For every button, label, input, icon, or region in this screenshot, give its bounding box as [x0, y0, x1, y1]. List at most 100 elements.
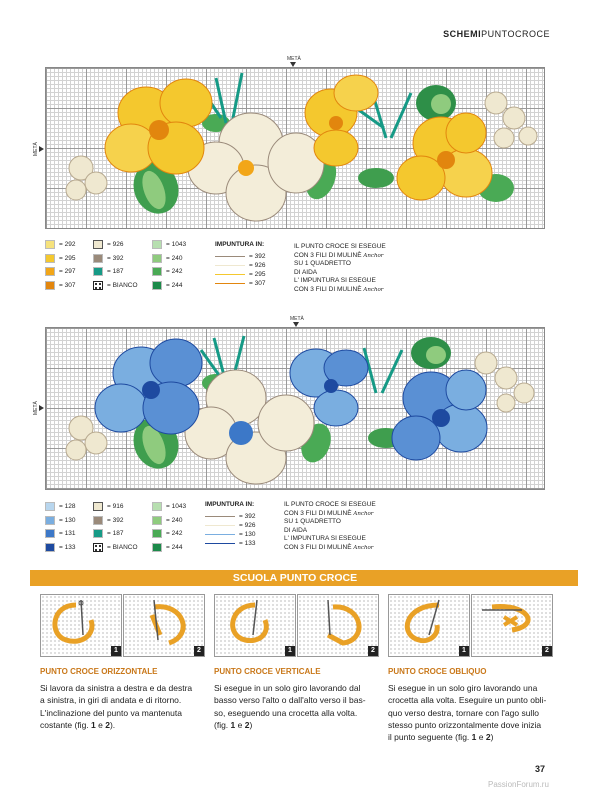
note-line: CON 3 FILI DI MULINÈ Anchor [294, 285, 384, 293]
backstitch-row: = 392 [215, 252, 265, 261]
note-line: L' IMPUNTURA SI ESEGUE [294, 277, 376, 285]
backstitch-row: = 926 [215, 261, 265, 270]
stitch-diagram-icon [482, 604, 531, 633]
note-line: SU 1 QUADRETTO [284, 518, 341, 526]
figure-ref: 1 [91, 719, 96, 730]
backstitch-label: = 926 [239, 522, 256, 529]
chart2-note: IL PUNTO CROCE SI ESEGUE CON 3 FILI DI M… [284, 501, 376, 553]
legend-label: = 1043 [166, 241, 187, 249]
note-line: SU 1 QUADRETTO [294, 260, 351, 268]
legend-label: = 307 [59, 281, 76, 289]
legend-label: = 242 [166, 268, 183, 276]
backstitch-row: = 133 [205, 539, 255, 548]
section-title-vertical: PUNTO CROCE VERTICALE [214, 667, 321, 676]
header-part2: PUNTOCROCE [481, 29, 550, 39]
figure-ref: 2 [244, 719, 250, 730]
legend-row: = 292 [45, 238, 75, 252]
legend-row: = BIANCO [93, 541, 138, 555]
chart1-meta-top: METÀ [287, 56, 301, 62]
legend-row: = 1043 [152, 238, 186, 252]
legend-label: = 297 [59, 268, 76, 276]
legend-row: = 187 [93, 265, 138, 279]
chart1-legend-col3: = 1043 = 240 = 242 = 244 [152, 238, 186, 292]
chart2-legend-col2: = 916 = 392 = 187 = BIANCO [93, 500, 138, 554]
line-swatch-icon [215, 264, 245, 267]
swatch-icon [45, 529, 55, 539]
legend-label: = 240 [166, 516, 183, 524]
legend-row: = 926 [93, 238, 138, 252]
legend-row: = 297 [45, 265, 75, 279]
diagram-panel-vertical-1: 1 [214, 594, 296, 657]
line-swatch-icon [205, 542, 235, 545]
legend-row: = 131 [45, 527, 75, 541]
legend-label: = 1043 [166, 503, 187, 511]
swatch-icon [45, 515, 55, 525]
panel-number: 1 [111, 646, 121, 656]
line-swatch-icon [205, 524, 235, 527]
stitch-diagram-icon [230, 599, 269, 644]
legend-row: = 240 [152, 514, 186, 528]
note-line: IL PUNTO CROCE SI ESEGUE [294, 243, 386, 250]
note-line: DI AIDA [294, 268, 318, 276]
line-swatch-icon [215, 273, 245, 276]
swatch-icon [152, 529, 162, 539]
figure-ref: 1 [471, 732, 477, 743]
line-swatch-icon [205, 515, 235, 518]
chart2-center-arrow-side [39, 405, 44, 411]
legend-row: = 128 [45, 500, 75, 514]
figure-ref: 2 [105, 719, 110, 730]
line-swatch-icon [215, 282, 245, 285]
page-header: SCHEMIPUNTOCROCE [443, 29, 550, 39]
legend-label: = 242 [166, 530, 183, 538]
text-line: Si esegue in un solo giro lavorando dal [214, 683, 361, 693]
note-line: DI AIDA [284, 526, 308, 534]
text-line: so, eseguendo una crocetta alla volta. [214, 707, 358, 718]
chart1-center-arrow-top [290, 62, 296, 67]
swatch-icon [152, 280, 162, 290]
swatch-icon [93, 253, 103, 263]
stitch-diagram-icon [326, 599, 362, 646]
text-line: L'inclinazione del punto va mantenuta [40, 707, 182, 718]
line-swatch-icon [215, 255, 245, 258]
anchor-logo: Anchor [363, 286, 384, 293]
legend-row: = 244 [152, 541, 186, 555]
page-number: 37 [535, 764, 546, 774]
chart2-blue-hibiscus-right [391, 369, 488, 461]
anchor-logo: Anchor [353, 544, 374, 551]
legend-label: = 240 [166, 254, 183, 262]
diagram-panel-vertical-2: 2 [297, 594, 379, 657]
legend-label: = 133 [59, 543, 76, 551]
text-line: il punto seguente (fig. 1 e 2) [388, 732, 494, 743]
chart1-yellow-hibiscus-middle [304, 74, 379, 167]
text-line: crocetta alla volta. Eseguire un punto o… [388, 695, 547, 706]
stitch-diagram-icon [52, 599, 95, 644]
diagram-panel-oblique-1: 1 [388, 594, 470, 657]
swatch-icon [45, 253, 55, 263]
panel-number: 1 [459, 646, 469, 656]
swatch-icon [45, 267, 55, 277]
text-line: quo verso destra, tornare con l'ago sull… [388, 707, 539, 718]
legend-row: = 133 [45, 541, 75, 555]
legend-row: = 187 [93, 527, 138, 541]
chart1-grid [45, 67, 545, 229]
legend-label: = BIANCO [107, 543, 138, 551]
swatch-icon [93, 267, 103, 277]
chart2-legend-col1: = 128 = 130 = 131 = 133 [45, 500, 75, 554]
chart1-yellow-hibiscus-left [104, 78, 213, 175]
swatch-icon [93, 502, 103, 512]
chart1-legend-col2: = 926 = 392 = 187 = BIANCO [93, 238, 138, 292]
chart1-backstitch: IMPUNTURA IN: = 392 = 926 = 295 = 307 [215, 241, 265, 288]
swatch-icon [45, 280, 55, 290]
chart1-small-flowers [65, 91, 538, 201]
swatch-icon [45, 502, 55, 512]
legend-label: = 128 [59, 503, 76, 511]
anchor-logo: Anchor [353, 510, 374, 517]
anchor-logo: Anchor [363, 252, 384, 259]
legend-label: = 392 [107, 254, 124, 262]
backstitch-row: = 130 [205, 530, 255, 539]
note-line: CON 3 FILI DI MULINÈ Anchor [284, 543, 374, 551]
text-line: costante (fig. 1 e 2). [40, 719, 116, 730]
chart2-grid [45, 327, 545, 490]
swatch-icon [152, 240, 162, 250]
note-line: CON 3 FILI DI MULINÈ Anchor [284, 509, 374, 517]
